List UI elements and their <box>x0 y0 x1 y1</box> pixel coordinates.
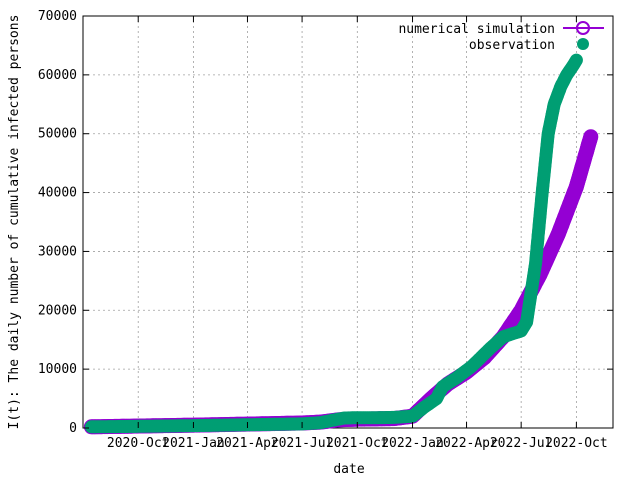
x-axis-label: date <box>333 462 364 477</box>
y-tick-label: 0 <box>69 421 77 436</box>
y-tick-label: 70000 <box>38 9 77 24</box>
legend-label-observation: observation <box>469 38 555 53</box>
x-tick-label: 2021-Jan <box>162 436 225 451</box>
x-tick-label: 2022-Jan <box>381 436 444 451</box>
x-tick-label: 2021-Oct <box>326 436 389 451</box>
legend-label-numerical-simulation: numerical simulation <box>398 22 555 37</box>
y-tick-label: 30000 <box>38 244 77 259</box>
x-tick-label: 2020-Oct <box>107 436 170 451</box>
y-tick-label: 10000 <box>38 362 77 377</box>
x-tick-label: 2021-Apr <box>216 436 279 451</box>
legend-marker-observation <box>577 38 589 50</box>
x-tick-label: 2022-Apr <box>435 436 498 451</box>
y-tick-label: 60000 <box>38 68 77 83</box>
y-tick-label: 40000 <box>38 186 77 201</box>
y-tick-label: 50000 <box>38 127 77 142</box>
sim-point <box>583 129 599 145</box>
legend: numerical simulation observation <box>398 21 604 53</box>
y-tick-label: 20000 <box>38 303 77 318</box>
x-tick-label: 2022-Oct <box>545 436 608 451</box>
x-tick-label: 2021-Jul <box>271 436 334 451</box>
y-axis-label: I(t): The daily number of cumulative inf… <box>7 15 22 430</box>
series-observation <box>84 53 583 434</box>
x-tick-label: 2022-Jul <box>490 436 553 451</box>
ticks: 0 10000 20000 30000 40000 50000 60000 70000 2020… <box>38 9 613 451</box>
axes <box>82 15 614 429</box>
obs-point <box>569 53 583 67</box>
plot-frame <box>82 15 614 429</box>
legend-marker-numerical-simulation <box>576 21 590 35</box>
